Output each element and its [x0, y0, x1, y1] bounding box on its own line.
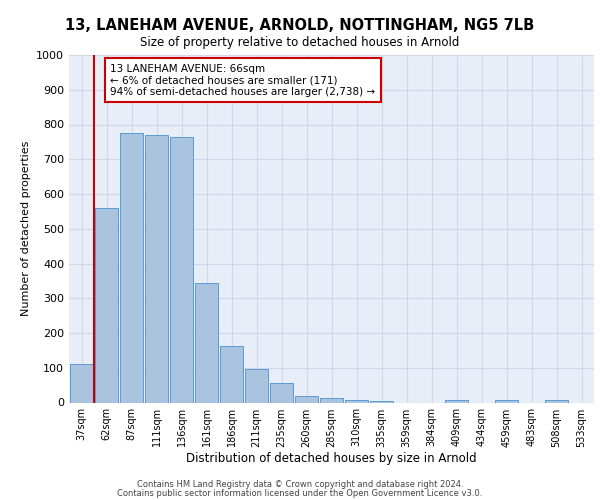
Bar — [545, 400, 568, 402]
Y-axis label: Number of detached properties: Number of detached properties — [20, 141, 31, 316]
Bar — [170, 136, 193, 402]
Bar — [70, 364, 94, 403]
Bar — [320, 398, 343, 402]
Bar — [494, 400, 518, 402]
Bar — [245, 370, 268, 402]
Text: 13, LANEHAM AVENUE, ARNOLD, NOTTINGHAM, NG5 7LB: 13, LANEHAM AVENUE, ARNOLD, NOTTINGHAM, … — [65, 18, 535, 32]
Bar — [445, 400, 469, 402]
Bar — [370, 401, 394, 402]
Bar — [295, 396, 319, 402]
Text: Size of property relative to detached houses in Arnold: Size of property relative to detached ho… — [140, 36, 460, 49]
Text: Contains public sector information licensed under the Open Government Licence v3: Contains public sector information licen… — [118, 488, 482, 498]
Bar — [145, 135, 169, 402]
Bar — [119, 133, 143, 402]
Bar — [194, 282, 218, 403]
X-axis label: Distribution of detached houses by size in Arnold: Distribution of detached houses by size … — [186, 452, 477, 466]
Bar — [220, 346, 244, 403]
Text: Contains HM Land Registry data © Crown copyright and database right 2024.: Contains HM Land Registry data © Crown c… — [137, 480, 463, 489]
Text: 13 LANEHAM AVENUE: 66sqm
← 6% of detached houses are smaller (171)
94% of semi-d: 13 LANEHAM AVENUE: 66sqm ← 6% of detache… — [110, 64, 376, 97]
Bar — [95, 208, 118, 402]
Bar — [344, 400, 368, 402]
Bar — [269, 384, 293, 402]
